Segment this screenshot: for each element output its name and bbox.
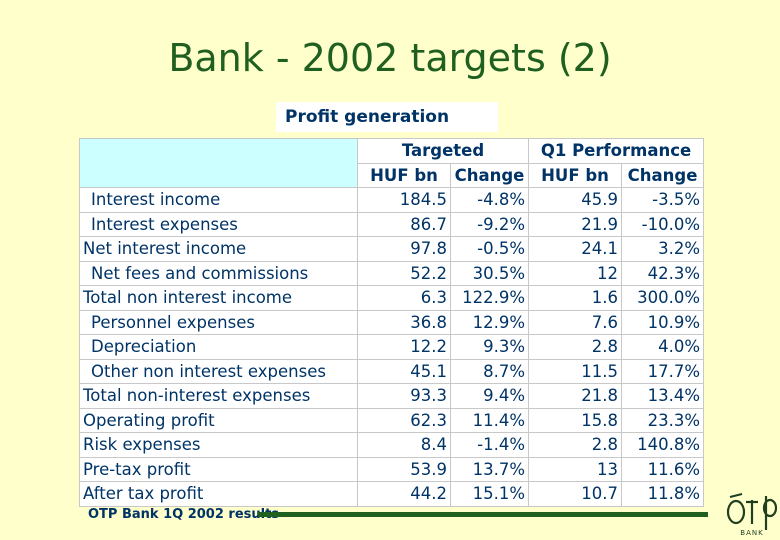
header-q1-change: Change	[621, 162, 705, 188]
table-row: Personnel expenses 36.8 12.9% 7.6 10.9%	[79, 309, 705, 335]
q1-huf-value: 11.5	[528, 358, 623, 384]
footer-divider	[258, 512, 708, 517]
header-row-1: Targeted Q1 Performance	[79, 138, 705, 188]
targeted-change-value: 11.4%	[449, 407, 530, 433]
table-row: Total non interest income 6.3 122.9% 1.6 300…	[79, 285, 705, 311]
targeted-change-value: 9.3%	[449, 334, 530, 360]
header-q1-huf: HUF bn	[528, 162, 623, 188]
targeted-change-value: -9.2%	[449, 211, 530, 237]
q1-huf-value: 2.8	[528, 334, 623, 360]
row-label: After tax profit	[79, 481, 358, 507]
table-row: Other non interest expenses 45.1 8.7% 11.5 1…	[79, 358, 705, 384]
q1-huf-value: 1.6	[528, 285, 623, 311]
slide-title: Bank - 2002 targets (2)	[168, 36, 612, 80]
q1-change-value: 42.3%	[621, 260, 705, 286]
row-label: Operating profit	[79, 407, 358, 433]
row-label: Depreciation	[79, 334, 358, 360]
targeted-change-value: -4.8%	[449, 187, 530, 213]
header-targeted-huf: HUF bn	[357, 162, 451, 188]
table-row: Pre-tax profit 53.9 13.7% 13 11.6%	[79, 456, 705, 482]
targeted-huf-value: 52.2	[357, 260, 451, 286]
profit-table: Targeted Q1 Performance HUF bn Change HU…	[79, 138, 705, 507]
q1-change-value: 300.0%	[621, 285, 705, 311]
q1-change-value: 10.9%	[621, 309, 705, 335]
targeted-huf-value: 93.3	[357, 383, 451, 409]
row-label: Other non interest expenses	[79, 358, 358, 384]
targeted-change-value: 122.9%	[449, 285, 530, 311]
targeted-huf-value: 6.3	[357, 285, 451, 311]
q1-huf-value: 24.1	[528, 236, 623, 262]
targeted-huf-value: 62.3	[357, 407, 451, 433]
targeted-huf-value: 184.5	[357, 187, 451, 213]
targeted-huf-value: 86.7	[357, 211, 451, 237]
targeted-change-value: 9.4%	[449, 383, 530, 409]
targeted-change-value: 30.5%	[449, 260, 530, 286]
q1-change-value: 4.0%	[621, 334, 705, 360]
q1-huf-value: 12	[528, 260, 623, 286]
table-row: After tax profit 44.2 15.1% 10.7 11.8%	[79, 481, 705, 507]
targeted-huf-value: 12.2	[357, 334, 451, 360]
header-label-cell	[79, 138, 358, 188]
q1-change-value: 11.6%	[621, 456, 705, 482]
row-label: Net interest income	[79, 236, 358, 262]
row-label: Interest expenses	[79, 211, 358, 237]
q1-huf-value: 15.8	[528, 407, 623, 433]
q1-huf-value: 45.9	[528, 187, 623, 213]
table-row: Interest income 184.5 -4.8% 45.9 -3.5%	[79, 187, 705, 213]
q1-huf-value: 21.9	[528, 211, 623, 237]
targeted-change-value: 13.7%	[449, 456, 530, 482]
row-label: Personnel expenses	[79, 309, 358, 335]
targeted-change-value: 12.9%	[449, 309, 530, 335]
table-row: Interest expenses 86.7 -9.2% 21.9 -10.0%	[79, 211, 705, 237]
q1-change-value: 3.2%	[621, 236, 705, 262]
targeted-huf-value: 44.2	[357, 481, 451, 507]
q1-change-value: 140.8%	[621, 432, 705, 458]
q1-huf-value: 7.6	[528, 309, 623, 335]
targeted-change-value: 15.1%	[449, 481, 530, 507]
table-row: Net fees and commissions 52.2 30.5% 12 42.3%	[79, 260, 705, 286]
targeted-change-value: 8.7%	[449, 358, 530, 384]
row-label: Pre-tax profit	[79, 456, 358, 482]
targeted-change-value: -0.5%	[449, 236, 530, 262]
row-label: Total non interest income	[79, 285, 358, 311]
header-targeted-change: Change	[449, 162, 530, 188]
section-subtitle: Profit generation	[276, 102, 498, 132]
targeted-huf-value: 8.4	[357, 432, 451, 458]
header-targeted: Targeted	[356, 138, 530, 164]
targeted-change-value: -1.4%	[449, 432, 530, 458]
row-label: Total non-interest expenses	[79, 383, 358, 409]
header-row-2: HUF bn Change HUF bn Change	[80, 162, 705, 188]
q1-huf-value: 10.7	[528, 481, 623, 507]
q1-change-value: -3.5%	[621, 187, 705, 213]
q1-change-value: 11.8%	[621, 481, 705, 507]
table-row: Total non-interest expenses 93.3 9.4% 21.8 1…	[79, 383, 705, 409]
row-label: Risk expenses	[79, 432, 358, 458]
otp-bank-logo	[726, 493, 778, 530]
targeted-huf-value: 36.8	[357, 309, 451, 335]
row-label: Net fees and commissions	[79, 260, 358, 286]
targeted-huf-value: 97.8	[357, 236, 451, 262]
table-row: Net interest income 97.8 -0.5% 24.1 3.2%	[79, 236, 705, 262]
table-row: Depreciation 12.2 9.3% 2.8 4.0%	[79, 334, 705, 360]
q1-huf-value: 2.8	[528, 432, 623, 458]
table-row: Operating profit 62.3 11.4% 15.8 23.3%	[79, 407, 705, 433]
q1-change-value: 23.3%	[621, 407, 705, 433]
targeted-huf-value: 45.1	[357, 358, 451, 384]
q1-huf-value: 21.8	[528, 383, 623, 409]
footer-text: OTP Bank 1Q 2002 results	[88, 507, 280, 522]
targeted-huf-value: 53.9	[357, 456, 451, 482]
table-row: Risk expenses 8.4 -1.4% 2.8 140.8%	[79, 432, 705, 458]
q1-change-value: -10.0%	[621, 211, 705, 237]
logo-bank-text: BANK	[740, 529, 764, 537]
q1-huf-value: 13	[528, 456, 623, 482]
q1-change-value: 17.7%	[621, 358, 705, 384]
header-q1-performance: Q1 Performance	[528, 138, 705, 164]
q1-change-value: 13.4%	[621, 383, 705, 409]
row-label: Interest income	[79, 187, 358, 213]
